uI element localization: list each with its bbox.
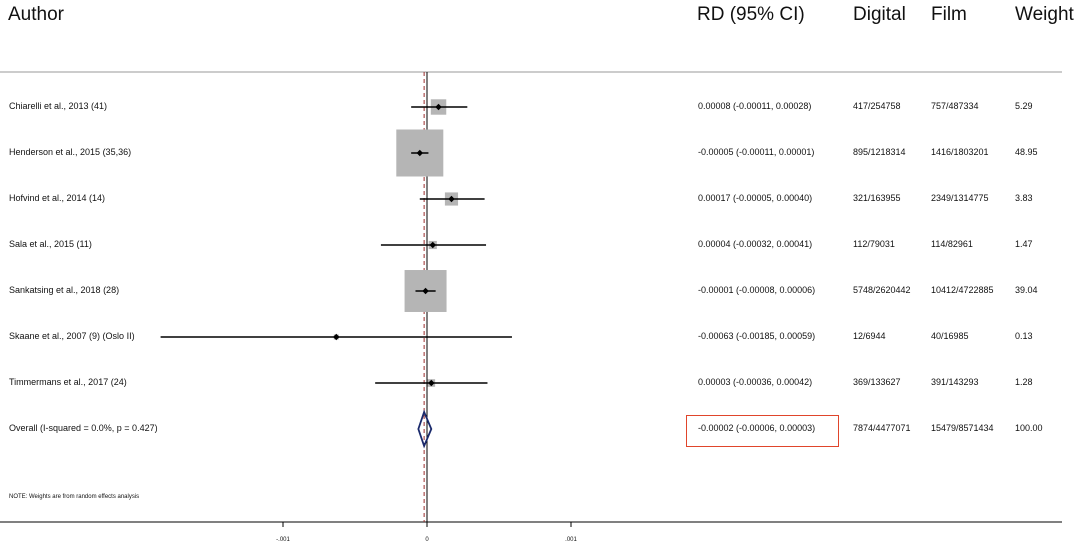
study-film-count: 10412/4722885 [931, 285, 994, 295]
study-author: Henderson et al., 2015 (35,36) [9, 147, 132, 157]
header-film: Film [931, 4, 967, 25]
study-author: Sala et al., 2015 (11) [9, 239, 92, 249]
x-tick-label-2: .001 [565, 537, 577, 543]
study-rd-ci: -0.00063 (-0.00185, 0.00059) [698, 331, 816, 341]
study-weight-value: 1.28 [1015, 377, 1033, 387]
study-weight-value: 5.29 [1015, 101, 1033, 111]
overall-rd-ci: -0.00002 (-0.00006, 0.00003) [698, 423, 816, 433]
overall-rd-highlight [686, 415, 839, 447]
study-digital-count: 112/79031 [853, 239, 895, 249]
study-author: Timmermans et al., 2017 (24) [9, 377, 127, 387]
study-weight-value: 3.83 [1015, 193, 1033, 203]
study-author: Hofvind et al., 2014 (14) [9, 193, 106, 203]
study-digital-count: 369/133627 [853, 377, 901, 387]
study-weight-value: 1.47 [1015, 239, 1033, 249]
study-weight-value: 39.04 [1015, 285, 1038, 295]
study-digital-count: 12/6944 [853, 331, 886, 341]
header-author: Author [8, 4, 64, 25]
header-rd-ci: RD (95% CI) [697, 4, 805, 25]
point-estimate [429, 241, 436, 249]
overall-weight-value: 100.00 [1015, 423, 1043, 433]
point-estimate [416, 149, 423, 157]
x-tick-label-1: 0 [425, 537, 429, 543]
study-rd-ci: 0.00004 (-0.00032, 0.00041) [698, 239, 813, 249]
overall-author: Overall (I-squared = 0.0%, p = 0.427) [9, 423, 158, 433]
study-rd-ci: 0.00003 (-0.00036, 0.00042) [698, 377, 813, 387]
study-film-count: 391/143293 [931, 377, 979, 387]
study-digital-count: 5748/2620442 [853, 285, 911, 295]
study-film-count: 114/82961 [931, 239, 973, 249]
study-rd-ci: 0.00017 (-0.00005, 0.00040) [698, 193, 813, 203]
study-digital-count: 417/254758 [853, 101, 901, 111]
study-film-count: 40/16985 [931, 331, 969, 341]
point-estimate [448, 195, 455, 203]
point-estimate [428, 379, 435, 387]
weights-note: NOTE: Weights are from random effects an… [9, 494, 140, 500]
header-weight: Weight [1015, 4, 1074, 25]
x-tick-label-0: -.001 [276, 537, 290, 543]
study-author: Sankatsing et al., 2018 (28) [9, 285, 120, 295]
study-film-count: 1416/1803201 [931, 147, 989, 157]
point-estimate [435, 103, 442, 111]
point-estimate [422, 287, 429, 295]
study-film-count: 757/487334 [931, 101, 979, 111]
study-rd-ci: 0.00008 (-0.00011, 0.00028) [698, 101, 812, 111]
overall-diamond [417, 409, 433, 449]
study-rd-ci: -0.00005 (-0.00011, 0.00001) [698, 147, 815, 157]
study-weight-value: 48.95 [1015, 147, 1038, 157]
study-film-count: 2349/1314775 [931, 193, 989, 203]
study-digital-count: 321/163955 [853, 193, 901, 203]
study-author: Skaane et al., 2007 (9) (Oslo II) [9, 331, 135, 341]
overall-digital-count: 7874/4477071 [853, 423, 911, 433]
point-estimate [333, 333, 340, 341]
study-weight-value: 0.13 [1015, 331, 1033, 341]
study-rd-ci: -0.00001 (-0.00008, 0.00006) [698, 285, 816, 295]
study-digital-count: 895/1218314 [853, 147, 906, 157]
study-author: Chiarelli et al., 2013 (41) [9, 101, 108, 111]
header-digital: Digital [853, 4, 906, 25]
overall-film-count: 15479/8571434 [931, 423, 994, 433]
